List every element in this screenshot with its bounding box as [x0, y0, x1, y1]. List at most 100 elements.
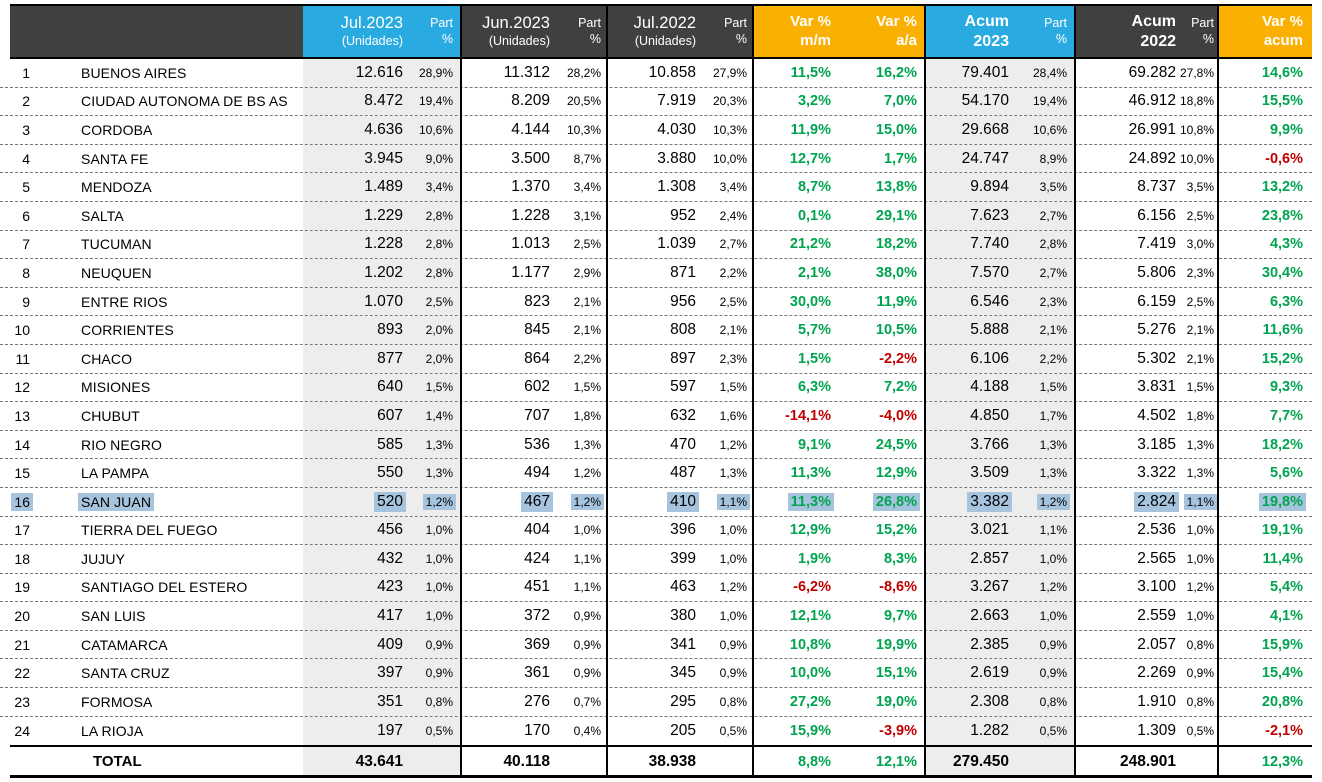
row-number-cell[interactable]: 22 — [0, 659, 36, 687]
table-row[interactable]: 21 CATAMARCA 409 0,9% 369 0,9% 341 0,9% 10,8% 19,… — [0, 630, 1312, 660]
jul23-units-cell[interactable]: 351 — [303, 688, 407, 716]
acum23-part-cell[interactable]: 0,9% — [1013, 659, 1075, 688]
acum23-part-cell[interactable]: 1,3% — [1013, 459, 1075, 487]
var-acum-cell[interactable]: 18,2% — [1218, 431, 1312, 459]
var-mm-cell[interactable]: 12,9% — [753, 517, 839, 545]
jul23-part-cell[interactable]: 19,4% — [407, 87, 461, 116]
acum23-part-cell[interactable]: 0,5% — [1013, 716, 1075, 746]
jul22-units-cell[interactable]: 952 — [607, 202, 701, 230]
var-aa-cell[interactable]: 9,7% — [839, 602, 925, 630]
row-number-cell[interactable]: 24 — [0, 717, 36, 746]
jul23-part-cell[interactable]: 1,0% — [407, 516, 461, 545]
acum23-part-cell[interactable]: 2,7% — [1013, 201, 1075, 230]
var-aa-cell[interactable]: -2,2% — [839, 345, 925, 373]
jun23-part-cell[interactable]: 20,5% — [555, 88, 607, 116]
var-aa-cell[interactable]: 10,5% — [839, 316, 925, 344]
var-mm-cell[interactable]: 2,1% — [753, 259, 839, 287]
province-name-cell[interactable]: SAN LUIS — [36, 602, 303, 630]
jun23-part-cell[interactable]: 2,2% — [555, 345, 607, 373]
jul23-units-cell[interactable]: 520 — [303, 487, 407, 516]
jun23-units-cell[interactable]: 369 — [461, 631, 555, 659]
acum23-part-cell[interactable]: 19,4% — [1013, 87, 1075, 116]
acum22-units-cell[interactable]: 8.737 — [1075, 173, 1180, 201]
acum23-units-cell[interactable]: 4.188 — [925, 373, 1013, 402]
jul22-part-cell[interactable]: 1,2% — [701, 431, 753, 459]
jul22-units-cell[interactable]: 410 — [607, 488, 701, 516]
jun23-part-cell[interactable]: 1,1% — [555, 545, 607, 573]
acum23-units-cell[interactable]: 2.308 — [925, 688, 1013, 716]
province-name-cell[interactable]: SAN JUAN — [36, 488, 303, 516]
jul23-part-cell[interactable]: 2,8% — [407, 201, 461, 230]
jul22-part-cell[interactable]: 1,0% — [701, 517, 753, 545]
jun23-units-cell[interactable]: 11.312 — [461, 59, 555, 87]
acum23-part-cell[interactable]: 0,9% — [1013, 630, 1075, 659]
var-mm-cell[interactable]: 8,7% — [753, 173, 839, 201]
table-row[interactable]: 22 SANTA CRUZ 397 0,9% 361 0,9% 345 0,9% 10,0% 15… — [0, 659, 1312, 689]
jul23-units-cell[interactable]: 3.945 — [303, 144, 407, 173]
var-aa-cell[interactable]: 8,3% — [839, 545, 925, 573]
var-acum-cell[interactable]: 4,3% — [1218, 231, 1312, 259]
acum22-units-cell[interactable]: 4.502 — [1075, 402, 1180, 430]
jun23-units-cell[interactable]: 845 — [461, 316, 555, 344]
table-row[interactable]: 19 SANTIAGO DEL ESTERO 423 1,0% 451 1,1% 463 1,… — [0, 573, 1312, 603]
jul23-part-cell[interactable]: 3,4% — [407, 173, 461, 201]
acum22-part-cell[interactable]: 3,5% — [1180, 173, 1218, 201]
acum23-units-cell[interactable]: 3.766 — [925, 430, 1013, 459]
province-name-cell[interactable]: CATAMARCA — [36, 631, 303, 659]
var-acum-cell[interactable]: 9,3% — [1218, 374, 1312, 402]
total-jul22-units[interactable]: 38.938 — [648, 752, 696, 770]
acum22-part-cell[interactable]: 2,1% — [1180, 316, 1218, 344]
jun23-part-cell[interactable]: 2,1% — [555, 316, 607, 344]
row-number-cell[interactable]: 5 — [0, 173, 36, 201]
jun23-part-cell[interactable]: 2,5% — [555, 231, 607, 259]
jul22-units-cell[interactable]: 897 — [607, 345, 701, 373]
acum23-units-cell[interactable]: 3.382 — [925, 487, 1013, 516]
jul23-part-cell[interactable]: 2,0% — [407, 316, 461, 344]
jul22-units-cell[interactable]: 295 — [607, 688, 701, 716]
jul23-units-cell[interactable]: 1.229 — [303, 201, 407, 230]
jul23-part-cell[interactable]: 0,9% — [407, 630, 461, 659]
table-row[interactable]: 5 MENDOZA 1.489 3,4% 1.370 3,4% 1.308 3,4% 8,7% 1… — [0, 173, 1312, 202]
acum23-part-cell[interactable]: 1,2% — [1013, 487, 1075, 516]
jul23-units-cell[interactable]: 893 — [303, 316, 407, 344]
jul23-units-cell[interactable]: 423 — [303, 573, 407, 602]
var-acum-cell[interactable]: 19,8% — [1218, 488, 1312, 516]
acum22-part-cell[interactable]: 1,8% — [1180, 402, 1218, 430]
jun23-part-cell[interactable]: 0,9% — [555, 631, 607, 659]
acum22-units-cell[interactable]: 6.156 — [1075, 202, 1180, 230]
province-name-cell[interactable]: BUENOS AIRES — [36, 59, 303, 87]
var-mm-cell[interactable]: 11,5% — [753, 59, 839, 87]
acum22-units-cell[interactable]: 2.269 — [1075, 659, 1180, 687]
province-name-cell[interactable]: LA PAMPA — [36, 459, 303, 487]
jul22-part-cell[interactable]: 1,0% — [701, 602, 753, 630]
acum23-part-cell[interactable]: 2,7% — [1013, 259, 1075, 287]
acum23-units-cell[interactable]: 9.894 — [925, 173, 1013, 201]
row-number-cell[interactable]: 15 — [0, 459, 36, 487]
acum23-units-cell[interactable]: 24.747 — [925, 144, 1013, 173]
acum23-units-cell[interactable]: 5.888 — [925, 316, 1013, 344]
jul22-part-cell[interactable]: 2,7% — [701, 231, 753, 259]
jun23-part-cell[interactable]: 1,3% — [555, 431, 607, 459]
jun23-units-cell[interactable]: 536 — [461, 431, 555, 459]
var-mm-cell[interactable]: 1,5% — [753, 345, 839, 373]
acum22-units-cell[interactable]: 46.912 — [1075, 88, 1180, 116]
jul22-part-cell[interactable]: 2,4% — [701, 202, 753, 230]
jul22-units-cell[interactable]: 3.880 — [607, 145, 701, 173]
row-number-cell[interactable]: 8 — [0, 259, 36, 287]
jul23-units-cell[interactable]: 456 — [303, 516, 407, 545]
var-mm-cell[interactable]: 11,3% — [753, 488, 839, 516]
table-row[interactable]: 18 JUJUY 432 1,0% 424 1,1% 399 1,0% 1,9% 8,3% 2.85… — [0, 545, 1312, 574]
var-mm-cell[interactable]: 21,2% — [753, 231, 839, 259]
jun23-units-cell[interactable]: 451 — [461, 574, 555, 602]
var-mm-cell[interactable]: 10,0% — [753, 659, 839, 687]
acum22-units-cell[interactable]: 5.806 — [1075, 259, 1180, 287]
jul22-part-cell[interactable]: 1,6% — [701, 402, 753, 430]
var-aa-cell[interactable]: 29,1% — [839, 202, 925, 230]
table-row[interactable]: 10 CORRIENTES 893 2,0% 845 2,1% 808 2,1% 5,7% 10,… — [0, 316, 1312, 345]
acum22-units-cell[interactable]: 5.276 — [1075, 316, 1180, 344]
jul23-units-cell[interactable]: 4.636 — [303, 116, 407, 144]
jun23-units-cell[interactable]: 823 — [461, 288, 555, 316]
var-aa-cell[interactable]: 15,1% — [839, 659, 925, 687]
jul22-part-cell[interactable]: 2,1% — [701, 316, 753, 344]
row-number-cell[interactable]: 4 — [0, 145, 36, 173]
